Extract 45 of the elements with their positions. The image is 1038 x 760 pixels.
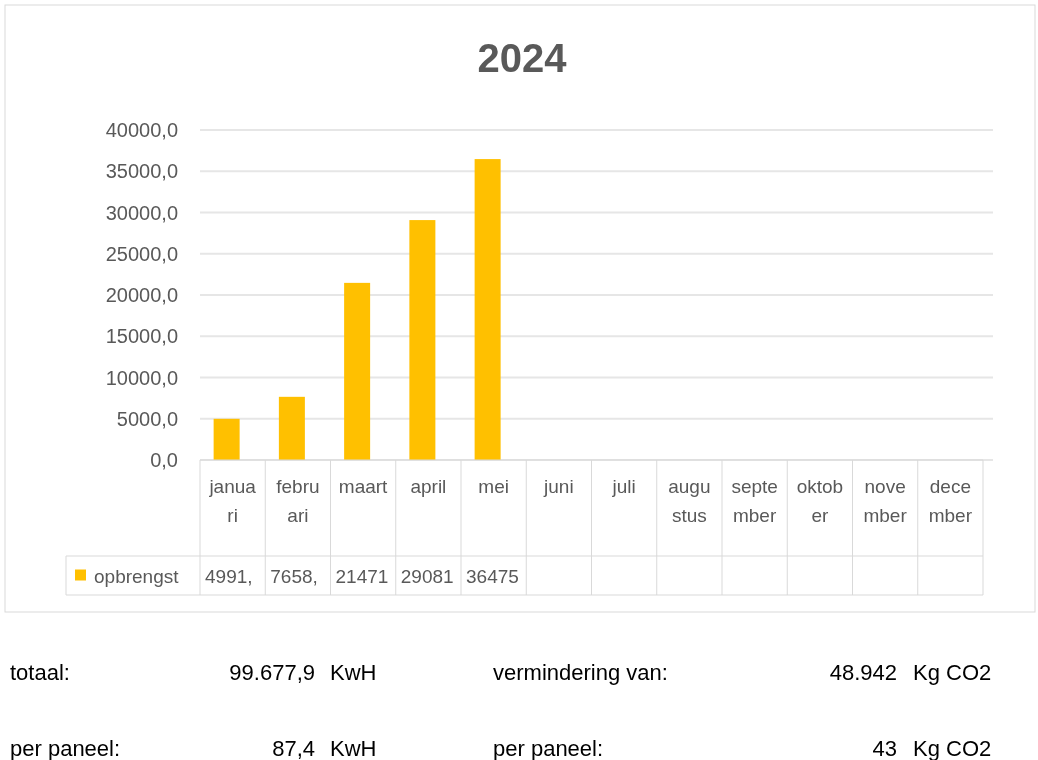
y-tick-label: 0,0 <box>150 449 178 471</box>
x-tick-label: februari <box>276 476 320 526</box>
x-tick-label: januari <box>208 476 257 526</box>
x-tick-label: oktober <box>796 476 844 526</box>
bar <box>213 418 240 460</box>
x-tick-label: november <box>863 476 908 526</box>
text: 48.942 <box>829 660 897 685</box>
text: per paneel: <box>10 736 121 760</box>
text: 87,4 <box>272 736 315 760</box>
bar <box>278 396 305 460</box>
bar <box>344 282 371 460</box>
y-tick-label: 10000,0 <box>105 366 178 389</box>
x-tick-label: juli <box>611 476 636 497</box>
y-tick-label: 15000,0 <box>105 325 178 348</box>
x-tick-label: mei <box>478 476 509 497</box>
x-tick-label: april <box>410 476 447 497</box>
text: totaal: <box>10 660 70 685</box>
x-tick-label: augustus <box>668 476 711 526</box>
chart-title: 2024 <box>477 36 568 80</box>
x-tick-label: juni <box>543 476 574 497</box>
data-label: 36475 <box>466 565 519 587</box>
x-tick-label: september <box>731 476 778 526</box>
text: KwH <box>330 736 377 760</box>
y-tick-label: 40000,0 <box>105 119 178 141</box>
x-tick-label: december <box>928 476 973 526</box>
text: Kg CO2 <box>913 736 992 760</box>
text: vermindering van: <box>493 660 668 685</box>
x-tick-label: maart <box>338 476 389 497</box>
data-label: 21471 <box>335 565 389 587</box>
y-tick-label: 20000,0 <box>105 284 178 306</box>
y-tick-label: 35000,0 <box>105 160 178 183</box>
bar <box>409 220 436 460</box>
text: 99.677,9 <box>229 660 315 685</box>
text: 43 <box>872 736 897 760</box>
legend-label: opbrengst <box>94 565 180 587</box>
text: Kg CO2 <box>913 660 992 685</box>
text: per paneel: <box>493 736 604 760</box>
data-label: 4991, <box>205 565 253 587</box>
data-label: 29081 <box>400 565 454 587</box>
bar <box>474 159 501 460</box>
data-label: 7658, <box>270 565 318 587</box>
text: KwH <box>330 660 377 685</box>
y-tick-label: 30000,0 <box>105 201 178 224</box>
y-tick-label: 25000,0 <box>105 242 178 265</box>
y-tick-label: 5000,0 <box>116 407 178 430</box>
